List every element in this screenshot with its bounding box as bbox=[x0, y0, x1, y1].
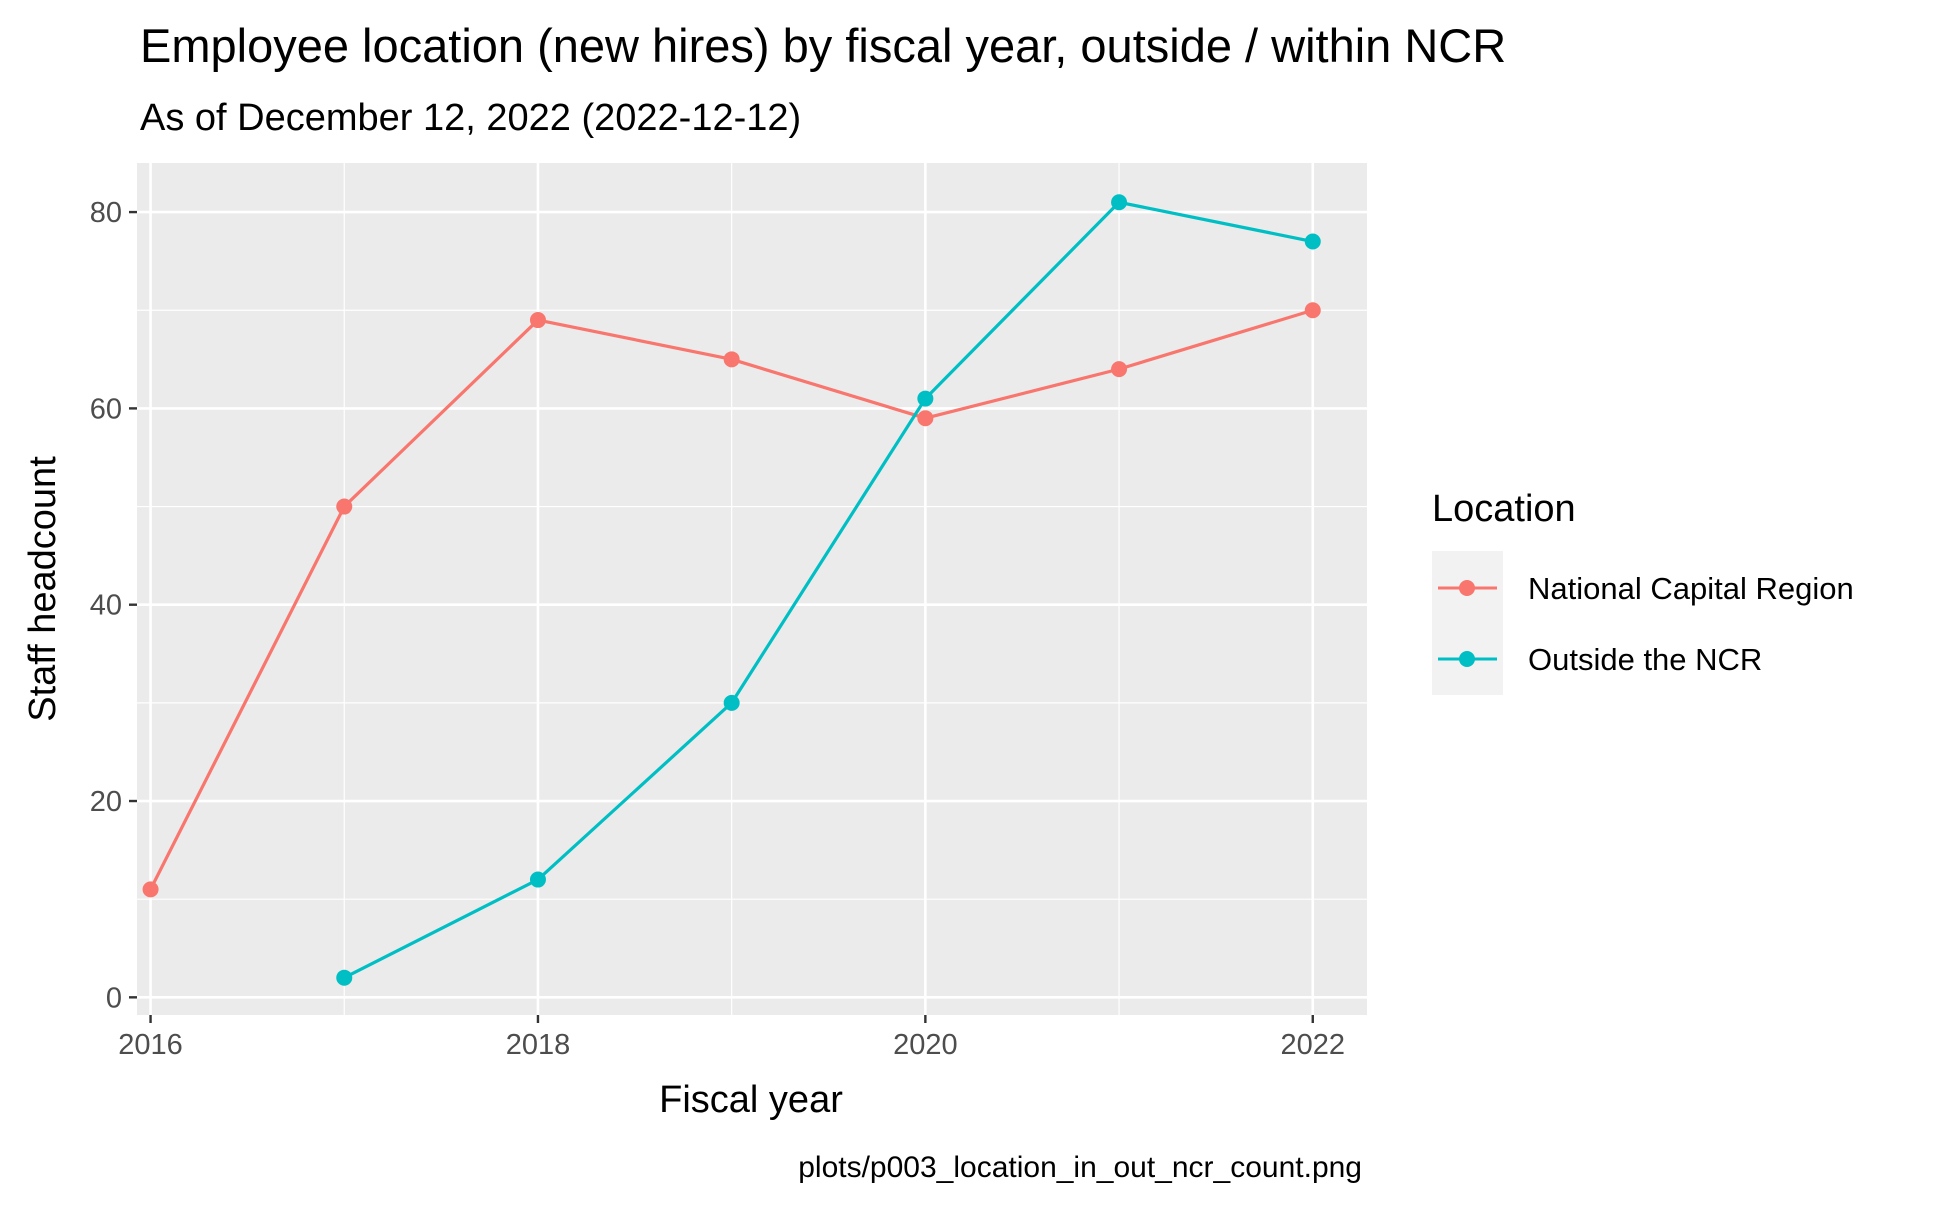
chart-subtitle: As of December 12, 2022 (2022-12-12) bbox=[140, 97, 801, 139]
data-point-national-capital-region bbox=[1111, 361, 1128, 378]
y-tick-label: 80 bbox=[90, 197, 122, 229]
y-tick-label: 0 bbox=[106, 982, 122, 1014]
data-point-outside-the-ncr bbox=[529, 871, 546, 888]
legend-key-background bbox=[1432, 551, 1503, 695]
x-tick-label: 2016 bbox=[118, 1029, 183, 1061]
x-tick-label: 2018 bbox=[506, 1029, 571, 1061]
x-tick-label: 2020 bbox=[893, 1029, 958, 1061]
plot-panel bbox=[137, 163, 1367, 1015]
data-point-outside-the-ncr bbox=[723, 694, 740, 711]
data-point-national-capital-region bbox=[723, 351, 740, 368]
data-point-outside-the-ncr bbox=[1304, 233, 1321, 250]
legend-key-point bbox=[1459, 651, 1475, 667]
legend-label: National Capital Region bbox=[1528, 571, 1854, 606]
chart-title: Employee location (new hires) by fiscal … bbox=[140, 19, 1506, 72]
y-tick-label: 60 bbox=[90, 393, 122, 425]
legend-label: Outside the NCR bbox=[1528, 642, 1762, 677]
data-point-national-capital-region bbox=[1304, 302, 1321, 319]
data-point-outside-the-ncr bbox=[336, 969, 353, 986]
legend-key-point bbox=[1459, 580, 1475, 596]
x-axis-title: Fiscal year bbox=[659, 1079, 843, 1121]
y-axis-title: Staff headcount bbox=[22, 456, 64, 722]
y-tick-label: 20 bbox=[90, 786, 122, 818]
chart-caption: plots/p003_location_in_out_ncr_count.png bbox=[798, 1151, 1362, 1184]
axis-ticks bbox=[129, 210, 1314, 1023]
x-tick-label: 2022 bbox=[1281, 1029, 1346, 1061]
tick-labels: 2016 2018 2020 2022 0 20 40 60 80 bbox=[90, 197, 1345, 1061]
y-tick-label: 40 bbox=[90, 590, 122, 622]
legend: Location National Capital Region Outside… bbox=[1432, 488, 1854, 695]
data-point-national-capital-region bbox=[336, 498, 353, 515]
data-point-national-capital-region bbox=[917, 410, 934, 427]
series-points bbox=[142, 194, 1321, 986]
data-point-outside-the-ncr bbox=[1111, 194, 1128, 211]
series-line-outside-the-ncr bbox=[343, 200, 1314, 980]
data-point-national-capital-region bbox=[142, 881, 159, 898]
data-point-national-capital-region bbox=[529, 312, 546, 329]
legend-title: Location bbox=[1432, 488, 1576, 530]
data-point-outside-the-ncr bbox=[917, 390, 934, 407]
